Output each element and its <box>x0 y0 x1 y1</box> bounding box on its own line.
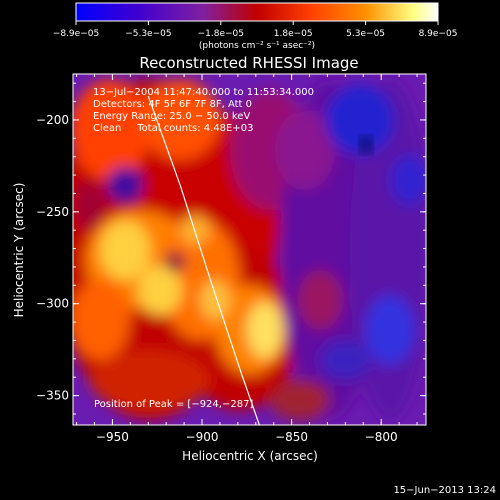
x-tick-label: −950 <box>96 430 129 444</box>
colorbar-unit-label: (photons cm⁻² s⁻¹ asec⁻²) <box>199 41 315 51</box>
x-tick-label: −850 <box>275 430 308 444</box>
solar-limb-line <box>147 95 260 425</box>
colorbar <box>75 2 439 22</box>
y-axis: −200 −250 −300 −350 <box>36 82 426 415</box>
colorbar-ticks: −8.9e−05 −5.3e−05 −1.8e−05 1.8e−05 5.3e−05 8.… <box>53 21 458 39</box>
info-line-energy: Energy Range: 25.0 − 50.0 keV <box>93 111 250 122</box>
y-tick-label: −250 <box>36 205 69 219</box>
colorbar-tick-label: 8.9e−05 <box>419 29 458 39</box>
colorbar-tick-label: −1.8e−05 <box>198 29 244 39</box>
y-tick-label: −200 <box>36 113 69 127</box>
x-tick-label: −800 <box>365 430 398 444</box>
x-axis: −950 −900 −850 −800 <box>76 74 418 444</box>
info-line-counts: Clean Total counts: 4.48E+03 <box>93 123 253 134</box>
peak-position-label: Position of Peak = [−924,−287] <box>94 399 253 410</box>
x-axis-title: Heliocentric X (arcsec) <box>182 449 318 463</box>
colorbar-tick-label: −8.9e−05 <box>53 29 99 39</box>
plot-frame <box>72 73 427 426</box>
x-tick-label: −900 <box>186 430 219 444</box>
render-timestamp: 15−Jun−2013 13:24 <box>393 485 496 496</box>
colorbar-tick-label: 1.8e−05 <box>274 29 313 39</box>
info-line-time: 13−Jul−2004 11:47:40.000 to 11:53:34.000 <box>93 87 314 98</box>
colorbar-tick-label: 5.3e−05 <box>346 29 385 39</box>
y-tick-label: −300 <box>36 297 69 311</box>
colorbar-tick-label: −5.3e−05 <box>125 29 171 39</box>
info-line-detectors: Detectors: 4F 5F 6F 7F 8F, Att 0 <box>93 99 252 110</box>
y-tick-label: −350 <box>36 389 69 403</box>
y-axis-title: Heliocentric Y (arcsec) <box>12 183 26 318</box>
chart-title: Reconstructed RHESSI Image <box>139 54 358 72</box>
heatmap-image <box>73 74 426 425</box>
